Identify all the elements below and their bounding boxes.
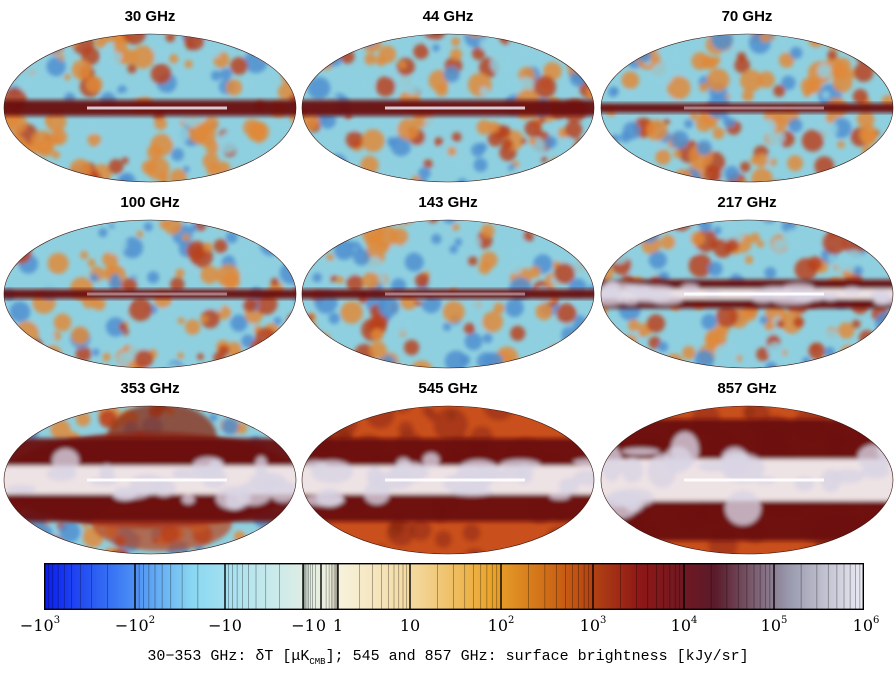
map-panel-100ghz: 100 GHz bbox=[2, 194, 298, 379]
tick-label: −1 bbox=[291, 616, 315, 635]
map-panel-70ghz: 70 GHz bbox=[599, 8, 895, 193]
tick-label: 104 bbox=[670, 615, 698, 635]
map-panel-30ghz: 30 GHz bbox=[2, 8, 298, 193]
map-panel-353ghz: 353 GHz bbox=[2, 380, 298, 565]
tick-label: −103 bbox=[19, 615, 61, 635]
sky-map-353ghz bbox=[3, 405, 297, 555]
tick-label: 106 bbox=[852, 615, 880, 635]
map-panel-545ghz: 545 GHz bbox=[300, 380, 596, 565]
sky-map-44ghz bbox=[301, 33, 595, 183]
map-panel-217ghz: 217 GHz bbox=[599, 194, 895, 379]
tick-label: 102 bbox=[487, 615, 515, 635]
map-panel-857ghz: 857 GHz bbox=[599, 380, 895, 565]
sky-map-545ghz bbox=[301, 405, 595, 555]
tick-label: 10 bbox=[399, 616, 421, 635]
tick-label: −102 bbox=[114, 615, 156, 635]
panel-title: 100 GHz bbox=[120, 194, 180, 211]
sky-map-143ghz bbox=[301, 219, 595, 369]
colorbar-caption: 30−353 GHz: δT [μKCMB]; 545 and 857 GHz:… bbox=[147, 648, 749, 667]
map-panel-44ghz: 44 GHz bbox=[300, 8, 596, 193]
panel-title: 44 GHz bbox=[422, 8, 474, 25]
panel-title: 545 GHz bbox=[418, 380, 478, 397]
tick-label: 105 bbox=[760, 615, 788, 635]
colorbar bbox=[44, 563, 864, 610]
panel-title: 217 GHz bbox=[717, 194, 777, 211]
sky-map-30ghz bbox=[3, 33, 297, 183]
map-panel-143ghz: 143 GHz bbox=[300, 194, 596, 379]
sky-map-857ghz bbox=[600, 405, 894, 555]
panel-title: 70 GHz bbox=[721, 8, 773, 25]
tick-label: 0 bbox=[315, 616, 327, 635]
panel-title: 857 GHz bbox=[717, 380, 777, 397]
tick-label: 1 bbox=[332, 616, 344, 635]
panel-title: 353 GHz bbox=[120, 380, 180, 397]
tick-label: −10 bbox=[208, 616, 242, 635]
sky-map-70ghz bbox=[600, 33, 894, 183]
panel-title: 143 GHz bbox=[418, 194, 478, 211]
sky-map-217ghz bbox=[600, 219, 894, 369]
sky-map-100ghz bbox=[3, 219, 297, 369]
tick-label: 103 bbox=[579, 615, 607, 635]
panel-title: 30 GHz bbox=[124, 8, 176, 25]
